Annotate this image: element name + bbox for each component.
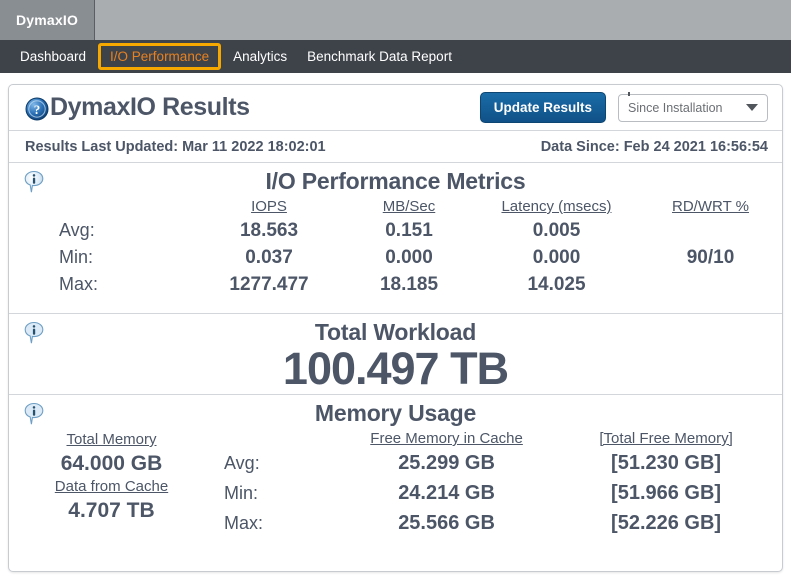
- total-memory-label: Total Memory: [66, 431, 157, 448]
- cell-max-free-cache: 25.566 GB: [398, 511, 495, 534]
- time-period-select[interactable]: Since Installation: [618, 91, 768, 122]
- nav-item-dashboard[interactable]: Dashboard: [20, 49, 87, 64]
- page-title: DymaxIO Results: [50, 93, 250, 121]
- total-workload-value: 100.497 TB: [282, 343, 509, 394]
- svg-text:?: ?: [34, 102, 41, 117]
- results-last-updated: Results Last Updated: Mar 11 2022 18:02:…: [25, 138, 326, 155]
- timestamps-row: Results Last Updated: Mar 11 2022 18:02:…: [9, 131, 782, 163]
- cell-min-latency: 0.000: [532, 246, 581, 268]
- info-bubble-icon[interactable]: [23, 170, 45, 194]
- nav-item-benchmark-data-report[interactable]: Benchmark Data Report: [307, 49, 452, 64]
- data-from-cache-value: 4.707 TB: [68, 499, 155, 523]
- memory-corner-header: [214, 429, 329, 448]
- row-label-avg: Avg:: [59, 220, 95, 240]
- cell-avg-latency: 0.005: [532, 219, 581, 241]
- cell-avg-total-free: [51.230 GB]: [611, 451, 722, 474]
- results-panel: ? DymaxIO Results Update Results Since I…: [8, 84, 783, 572]
- data-since: Data Since: Feb 24 2021 16:56:54: [540, 138, 768, 155]
- memory-usage-table: Free Memory in Cache [Total Free Memory]…: [214, 429, 768, 538]
- table-row: Max: 25.566 GB [52.226 GB]: [214, 508, 768, 538]
- column-header-latency: Latency (msecs): [501, 198, 612, 215]
- table-row: Max: 1277.477 18.185 14.025: [9, 271, 782, 298]
- update-results-button[interactable]: Update Results: [479, 92, 606, 123]
- row-label-min: Min:: [59, 247, 94, 267]
- table-row: Min: 0.037 0.000 0.000: [9, 244, 782, 271]
- column-header-free-memory-in-cache: Free Memory in Cache: [370, 430, 523, 447]
- column-header-iops: IOPS: [251, 198, 287, 215]
- window-tab-strip: DymaxIO: [0, 0, 791, 40]
- cell-min-total-free: [51.966 GB]: [611, 481, 722, 504]
- nav-item-io-performance[interactable]: I/O Performance: [98, 43, 222, 70]
- tab-strip-empty-area: [95, 0, 791, 40]
- cell-max-total-free: [52.226 GB]: [611, 511, 722, 534]
- cell-max-latency: 14.025: [527, 273, 586, 295]
- column-header-total-free-memory: [Total Free Memory]: [599, 430, 733, 447]
- io-performance-metrics-section: I/O Performance Metrics IOPS MB/Sec Late…: [9, 163, 782, 314]
- total-workload-title: Total Workload: [314, 319, 477, 345]
- question-mark-badge-icon: ?: [25, 97, 49, 121]
- info-bubble-icon[interactable]: [23, 321, 45, 345]
- row-label-avg: Avg:: [224, 452, 260, 473]
- cell-avg-iops: 18.563: [239, 219, 299, 241]
- io-metrics-table: IOPS MB/Sec Latency (msecs) RD/WRT % Avg…: [9, 197, 782, 298]
- cell-min-iops: 0.037: [245, 246, 293, 268]
- total-memory-value: 64.000 GB: [60, 451, 163, 475]
- cell-rd-wrt-percent: 90/10: [686, 246, 735, 268]
- memory-usage-section: Memory Usage Total Memory 64.000 GB Data…: [9, 395, 782, 538]
- memory-usage-body: Total Memory 64.000 GB Data from Cache 4…: [9, 427, 782, 538]
- main-navigation-bar: Dashboard I/O Performance Analytics Benc…: [0, 40, 791, 73]
- row-label-max: Max:: [224, 512, 264, 533]
- cell-max-iops: 1277.477: [229, 273, 309, 295]
- column-header-rdwrt: RD/WRT %: [672, 198, 749, 215]
- cell-avg-mbsec: 0.151: [385, 219, 433, 241]
- memory-usage-title: Memory Usage: [314, 400, 477, 426]
- cell-min-free-cache: 24.214 GB: [398, 481, 495, 504]
- nav-item-analytics[interactable]: Analytics: [233, 49, 288, 64]
- io-metrics-header-row: IOPS MB/Sec Latency (msecs) RD/WRT %: [9, 197, 782, 217]
- memory-summary-column: Total Memory 64.000 GB Data from Cache 4…: [9, 429, 214, 524]
- chevron-down-icon: [746, 104, 758, 111]
- memory-stats-column: Free Memory in Cache [Total Free Memory]…: [214, 429, 782, 538]
- time-period-select-value: Since Installation: [628, 100, 723, 115]
- io-metrics-title: I/O Performance Metrics: [265, 168, 526, 194]
- table-row: Min: 24.214 GB [51.966 GB]: [214, 478, 768, 508]
- app-tab-dymaxio[interactable]: DymaxIO: [0, 0, 95, 40]
- app-tab-label: DymaxIO: [15, 12, 79, 28]
- row-label-min: Min:: [224, 482, 259, 503]
- column-header-mbsec: MB/Sec: [382, 198, 436, 215]
- total-workload-section: Total Workload 100.497 TB: [9, 314, 782, 395]
- row-label-max: Max:: [59, 274, 99, 294]
- data-from-cache-label: Data from Cache: [54, 478, 169, 496]
- panel-header: ? DymaxIO Results Update Results Since I…: [9, 85, 782, 131]
- table-row: Avg: 18.563 0.151 0.005 90/10: [9, 217, 782, 268]
- select-focus-marker: [628, 91, 630, 96]
- info-bubble-icon[interactable]: [23, 402, 45, 426]
- table-row: Avg: 25.299 GB [51.230 GB]: [214, 448, 768, 478]
- cell-avg-free-cache: 25.299 GB: [398, 451, 495, 474]
- cell-max-mbsec: 18.185: [379, 273, 439, 295]
- cell-min-mbsec: 0.000: [385, 246, 433, 268]
- memory-header-row: Free Memory in Cache [Total Free Memory]: [214, 429, 768, 448]
- io-metrics-corner-header: [9, 197, 194, 217]
